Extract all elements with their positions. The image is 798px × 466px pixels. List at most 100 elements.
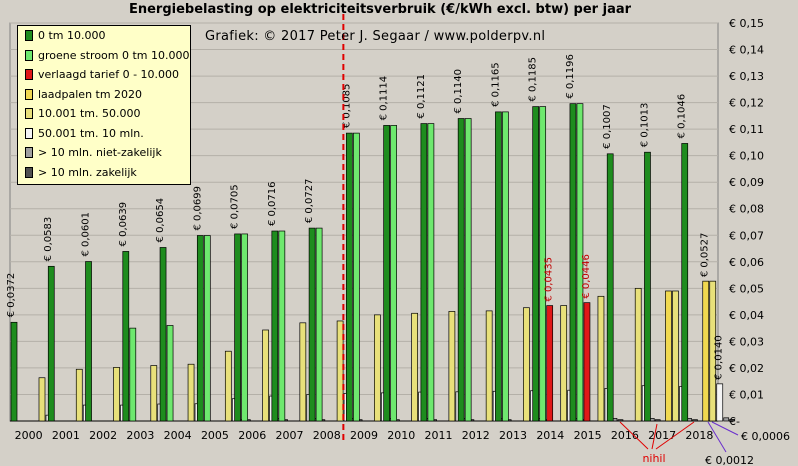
- x-tick-label: 2015: [574, 429, 602, 442]
- y-tick-label: € 0,11: [729, 123, 764, 136]
- data-label-2003: € 0,0639: [118, 202, 129, 247]
- bar-2003-s0: [122, 251, 130, 422]
- legend-swatch: [25, 127, 33, 139]
- bar-2002-s0: [85, 261, 92, 422]
- data-label-2008: € 0,0727: [304, 179, 315, 224]
- bar-2014-s2: [546, 305, 554, 422]
- legend-item: > 10 mln. niet-zakelijk: [18, 143, 190, 163]
- bar-2014-s0: [532, 106, 540, 422]
- bar-2006-s4: [262, 329, 269, 422]
- bar-2018-s7: [729, 419, 736, 422]
- y-tick-label: € 0,07: [729, 229, 764, 242]
- bar-2011-s1: [427, 123, 435, 422]
- data-label-2005: € 0,0699: [192, 186, 203, 231]
- x-tick-label: 2008: [313, 429, 341, 442]
- annotation-charging-2018: € 0,0527: [700, 233, 711, 278]
- bar-2015-s4: [597, 295, 605, 422]
- x-tick-label: 2009: [350, 429, 378, 442]
- legend-item: 50.001 tm. 10 mln.: [18, 124, 190, 144]
- legend-label: verlaagd tarief 0 - 10.000: [38, 68, 180, 82]
- nihil-arrow: [619, 421, 649, 450]
- x-tick-label: 2017: [648, 429, 676, 442]
- legend-label: 50.001 tm. 10 mln.: [38, 126, 144, 140]
- bar-2007-s0: [271, 230, 279, 422]
- bar-2008-s1: [315, 227, 323, 422]
- annotation-reduced-2015: € 0,0446: [581, 254, 592, 299]
- bar-2006-s1: [241, 233, 248, 422]
- bar-2008-s0: [308, 227, 316, 422]
- legend-item: 10.001 tm. 50.000: [18, 104, 190, 124]
- bar-2016-s0: [606, 153, 614, 422]
- x-tick-label: 2001: [52, 429, 80, 442]
- y-tick-label: € 0,12: [729, 97, 764, 110]
- x-tick-label: 2002: [89, 429, 117, 442]
- bar-2010-s1: [390, 125, 397, 422]
- x-tick-label: 2011: [425, 429, 453, 442]
- bar-2013-s4: [523, 307, 530, 422]
- data-label-2013: € 0,1165: [490, 62, 501, 107]
- bar-2007-s4: [299, 322, 307, 422]
- data-label-2016: € 0,1007: [602, 104, 613, 149]
- y-tick-label: € 0,15: [729, 17, 764, 30]
- bar-2018-s0: [681, 143, 689, 422]
- legend-item: 0 tm 10.000: [18, 26, 190, 46]
- bar-2015-s1: [576, 103, 584, 422]
- legend-label: laadpalen tm 2020: [38, 87, 143, 101]
- bar-2013-s1: [502, 111, 509, 422]
- data-label-2000: € 0,0372: [6, 273, 17, 318]
- bar-2006-s0: [234, 233, 241, 422]
- data-label-2012: € 0,1140: [453, 69, 464, 114]
- bar-2004-s0: [159, 247, 167, 422]
- bar-2013-s0: [495, 111, 502, 422]
- legend-swatch: [25, 30, 33, 42]
- annotation-band-2018: € 0,0140: [714, 335, 725, 380]
- legend-swatch: [25, 108, 33, 120]
- y-tick-label: € 0,01: [729, 388, 764, 401]
- bar-2017-s7: [692, 419, 698, 422]
- bar-2015-s2: [583, 302, 591, 422]
- bar-2001-s4: [75, 368, 83, 422]
- x-tick-label: 2003: [126, 429, 154, 442]
- x-tick-label: 2007: [275, 429, 303, 442]
- bar-2003-s4: [150, 365, 158, 422]
- legend: 0 tm 10.000 groene stroom 0 tm 10.000 verl…: [17, 25, 191, 185]
- bar-2012-s1: [464, 118, 472, 422]
- y-tick-label: € 0,08: [729, 203, 764, 216]
- bar-2018-s5: [716, 383, 724, 422]
- bar-2004-s4: [187, 363, 195, 422]
- y-tick-label: € 0,10: [729, 150, 764, 163]
- data-label-2002: € 0,0601: [81, 212, 92, 257]
- arrow-zakelijk: [711, 421, 739, 436]
- legend-swatch: [25, 49, 33, 61]
- bar-2007-s1: [278, 230, 286, 422]
- legend-item: verlaagd tarief 0 - 10.000: [18, 65, 190, 85]
- bar-2011-s0: [420, 123, 428, 422]
- bar-2000-s4: [38, 377, 46, 422]
- legend-label: > 10 mln. niet-zakelijk: [38, 146, 162, 160]
- legend-item: groene stroom 0 tm 10.000: [18, 46, 190, 66]
- y-tick-label: € 0,02: [729, 362, 764, 375]
- y-tick-label: € 0,03: [729, 335, 764, 348]
- bar-2009-s0: [346, 132, 353, 422]
- data-label-2014: € 0,1185: [528, 57, 539, 102]
- x-tick-label: 2010: [387, 429, 415, 442]
- legend-item: > 10 mln. zakelijk: [18, 163, 190, 183]
- y-tick-label: € 0,04: [729, 309, 764, 322]
- y-tick-label: € 0,13: [729, 70, 764, 83]
- bar-2014-s4: [560, 305, 568, 422]
- bar-2009-s1: [353, 132, 360, 422]
- bar-2004-s1: [166, 325, 174, 422]
- annotation-niet-zakelijk-2018: € 0,0012: [705, 454, 754, 466]
- arrow-niet-zakelijk: [707, 421, 727, 453]
- annotation-reduced-2014: € 0,0435: [544, 257, 555, 302]
- data-label-2007: € 0,0716: [267, 181, 278, 226]
- bar-2018-s6: [723, 417, 730, 422]
- legend-label: 10.001 tm. 50.000: [38, 107, 141, 121]
- data-label-2018: € 0,1046: [677, 94, 688, 139]
- bar-2010-s4: [411, 312, 418, 422]
- bar-2012-s0: [457, 118, 465, 422]
- x-tick-label: 2013: [499, 429, 527, 442]
- x-tick-label: 2018: [685, 429, 713, 442]
- bar-2003-s1: [129, 327, 137, 422]
